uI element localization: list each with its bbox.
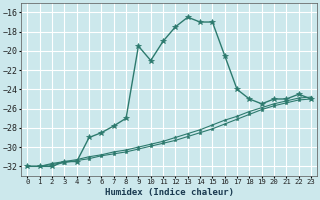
X-axis label: Humidex (Indice chaleur): Humidex (Indice chaleur) (105, 188, 234, 197)
